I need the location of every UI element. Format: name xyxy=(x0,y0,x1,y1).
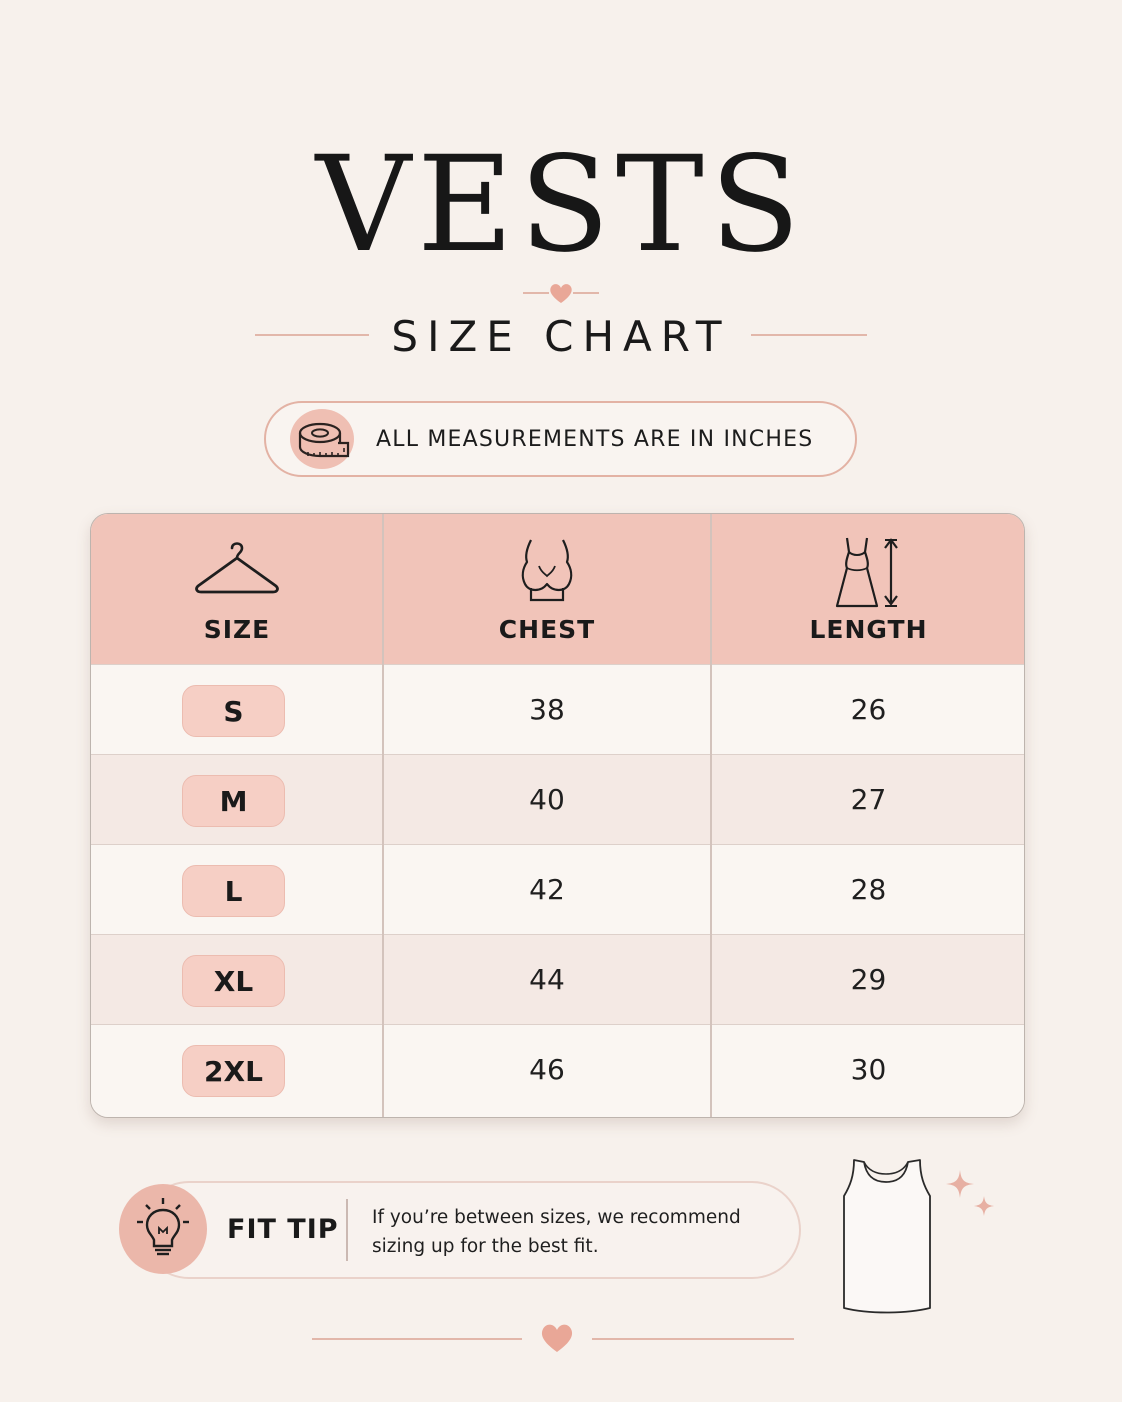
length-value: 26 xyxy=(850,693,887,726)
units-note-pill: ALL MEASUREMENTS ARE IN INCHES xyxy=(264,401,857,477)
length-value: 29 xyxy=(850,963,887,996)
lightbulb-badge xyxy=(119,1184,207,1274)
length-value: 27 xyxy=(850,783,887,816)
header-size-label: SIZE xyxy=(203,615,271,644)
chest-value: 40 xyxy=(529,783,565,816)
size-badge: S xyxy=(182,685,285,737)
page-subtitle: SIZE CHART xyxy=(391,312,731,361)
length-value: 28 xyxy=(850,873,887,906)
divider-line-left xyxy=(255,334,369,336)
hanger-icon xyxy=(195,542,279,594)
header-length-label: LENGTH xyxy=(809,615,928,644)
header-length: LENGTH xyxy=(711,514,1024,664)
chest-value: 38 xyxy=(529,693,565,726)
subtitle-row: SIZE CHART xyxy=(0,312,1122,362)
fit-tip-divider xyxy=(346,1199,348,1261)
header-chest: CHEST xyxy=(383,514,711,664)
heart-ornament xyxy=(523,284,599,303)
fit-tip-pill xyxy=(140,1181,801,1279)
bottom-heart-ornament xyxy=(312,1324,794,1352)
header-size: SIZE xyxy=(91,514,383,664)
units-note-text: ALL MEASUREMENTS ARE IN INCHES xyxy=(376,427,814,452)
chest-value: 46 xyxy=(529,1053,565,1086)
column-divider xyxy=(382,514,384,1117)
chest-value: 42 xyxy=(529,873,565,906)
fit-tip-text: If you’re between sizes, we recommend si… xyxy=(372,1207,741,1257)
sparkle-icon xyxy=(946,1170,994,1216)
table-row: 2XL 46 30 xyxy=(91,1024,1024,1117)
size-badge: XL xyxy=(182,955,285,1007)
divider-line-right xyxy=(751,334,867,336)
table-row: S 38 26 xyxy=(91,664,1024,754)
vest-icon xyxy=(843,1159,931,1314)
column-divider xyxy=(710,514,712,1117)
tape-measure-icon xyxy=(298,422,350,458)
tape-measure-badge xyxy=(290,409,354,469)
table-header: SIZE CHEST LENGTH xyxy=(91,514,1024,664)
table-row: M 40 27 xyxy=(91,754,1024,844)
header-chest-label: CHEST xyxy=(498,615,596,644)
chest-value: 44 xyxy=(529,963,565,996)
heart-icon xyxy=(541,1324,573,1352)
size-badge: M xyxy=(182,775,285,827)
size-table: SIZE CHEST LENGTH S 3 xyxy=(90,513,1025,1118)
chest-icon xyxy=(521,539,573,602)
dress-length-icon xyxy=(835,537,898,608)
heart-icon xyxy=(550,284,572,303)
size-badge: 2XL xyxy=(182,1045,285,1097)
table-row: L 42 28 xyxy=(91,844,1024,934)
length-value: 30 xyxy=(850,1053,887,1086)
lightbulb-icon xyxy=(137,1198,189,1256)
page-title: VESTS xyxy=(315,128,807,282)
fit-tip-label: FIT TIP xyxy=(227,1214,339,1245)
size-badge: L xyxy=(182,865,285,917)
table-row: XL 44 29 xyxy=(91,934,1024,1024)
